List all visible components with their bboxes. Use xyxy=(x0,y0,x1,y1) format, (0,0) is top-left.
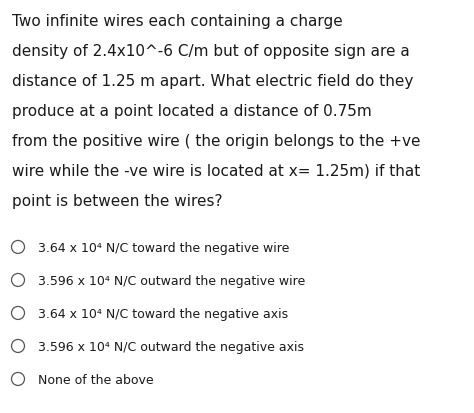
Text: point is between the wires?: point is between the wires? xyxy=(12,194,222,209)
Text: distance of 1.25 m apart. What electric field do they: distance of 1.25 m apart. What electric … xyxy=(12,74,413,89)
Text: from the positive wire ( the origin belongs to the +ve: from the positive wire ( the origin belo… xyxy=(12,134,420,149)
Text: 3.64 x 10⁴ N/C toward the negative wire: 3.64 x 10⁴ N/C toward the negative wire xyxy=(38,242,289,255)
Text: Two infinite wires each containing a charge: Two infinite wires each containing a cha… xyxy=(12,14,343,29)
Text: 3.596 x 10⁴ N/C outward the negative axis: 3.596 x 10⁴ N/C outward the negative axi… xyxy=(38,341,304,354)
Text: 3.596 x 10⁴ N/C outward the negative wire: 3.596 x 10⁴ N/C outward the negative wir… xyxy=(38,275,305,288)
Text: produce at a point located a distance of 0.75m: produce at a point located a distance of… xyxy=(12,104,372,119)
Text: 3.64 x 10⁴ N/C toward the negative axis: 3.64 x 10⁴ N/C toward the negative axis xyxy=(38,308,288,321)
Text: density of 2.4x10^-6 C/m but of opposite sign are a: density of 2.4x10^-6 C/m but of opposite… xyxy=(12,44,410,59)
Text: wire while the -ve wire is located at x= 1.25m) if that: wire while the -ve wire is located at x=… xyxy=(12,164,420,179)
Text: None of the above: None of the above xyxy=(38,374,154,387)
